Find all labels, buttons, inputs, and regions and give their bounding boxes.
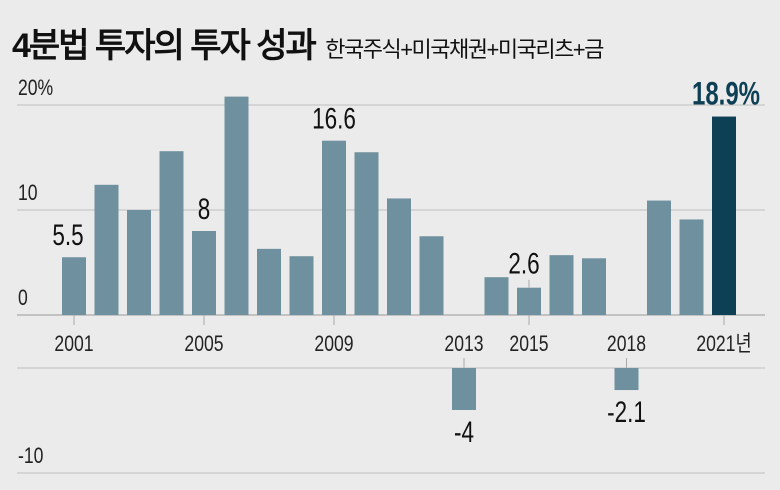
bar-2007: [257, 248, 281, 315]
y-tick-label: 10: [18, 181, 38, 205]
x-tick-label: 2013: [444, 332, 483, 356]
bar-2005: [192, 231, 216, 315]
x-tick-label: 2001: [54, 332, 93, 356]
y-tick-label: 0: [18, 286, 28, 310]
bar-2006: [224, 96, 249, 315]
bar-2002: [94, 184, 119, 315]
chart-title-block: 4분법 투자의 투자 성과 한국주식+미국채권+미국리츠+금: [12, 18, 604, 67]
bar-2013: [452, 368, 476, 410]
bar-2001: [62, 257, 86, 315]
bar-2018: [614, 368, 639, 391]
x-tick-label: 2015: [509, 332, 548, 356]
x-tick-label: 2021년: [696, 331, 751, 356]
bar-2012: [419, 236, 444, 315]
data-label-2018: -2.1: [607, 395, 646, 429]
data-label-2001: 5.5: [52, 218, 83, 252]
bar-2021: [712, 116, 736, 315]
data-label-2015: 2.6: [508, 247, 539, 281]
data-label-2021: 18.9%: [692, 75, 760, 111]
data-label-2009: 16.6: [312, 102, 356, 136]
bar-2014: [484, 277, 509, 315]
bar-2020: [679, 219, 704, 315]
bar-2015: [517, 287, 541, 315]
bar-2004: [159, 151, 184, 315]
data-label-2005: 8: [198, 192, 211, 226]
bar-2010: [354, 152, 379, 315]
bar-2019: [647, 200, 671, 315]
chart-subtitle: 한국주식+미국채권+미국리츠+금: [325, 37, 604, 62]
chart-title: 4분법 투자의 투자 성과: [12, 27, 317, 65]
x-tick-label: 2005: [184, 332, 223, 356]
y-tick-label: 20%: [18, 76, 53, 100]
x-tick-label: 2009: [314, 332, 353, 356]
x-tick-label: 2018: [607, 332, 646, 356]
bar-2003: [127, 210, 151, 315]
bar-2016: [549, 255, 574, 315]
y-tick-label: -10: [18, 444, 43, 468]
data-label-2013: -4: [454, 415, 474, 449]
bar-2009: [322, 140, 346, 315]
bar-2017: [582, 258, 606, 315]
bar-2011: [387, 198, 411, 315]
bar-2008: [289, 256, 314, 315]
